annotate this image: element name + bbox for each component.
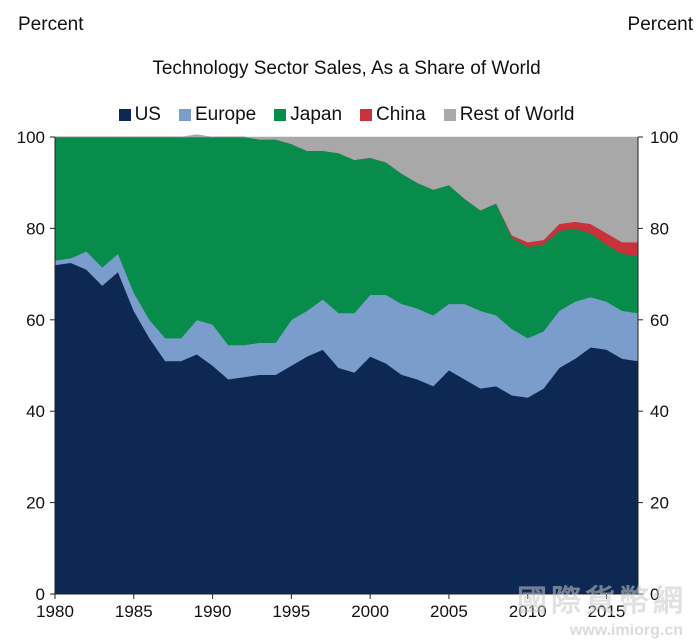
chart-title: Technology Sector Sales, As a Share of W… (152, 58, 541, 79)
y-tick-label-left: 60 (26, 311, 45, 330)
x-tick-label: 2010 (509, 602, 547, 621)
legend-swatch-rest-of-world (443, 109, 456, 121)
y-tick-label-right: 40 (650, 402, 669, 421)
legend-swatch-japan (274, 109, 287, 121)
x-tick-label: 1995 (272, 602, 310, 621)
y-tick-label-right: 80 (650, 219, 669, 238)
x-tick-label: 2000 (351, 602, 389, 621)
y-tick-label-right: 20 (650, 494, 669, 513)
legend-swatch-europe (178, 109, 191, 121)
y-tick-label-right: 100 (650, 128, 678, 147)
x-tick-label: 1980 (36, 602, 74, 621)
legend-label-japan: Japan (290, 104, 343, 125)
y-axis-right-ticks: 0 20 40 60 80 100 (638, 128, 678, 604)
x-tick-label: 2015 (588, 602, 626, 621)
left-axis-unit-label: Percent (18, 14, 84, 35)
right-axis-unit-label: Percent (627, 14, 693, 35)
x-axis-ticks: 1980 1985 1990 1995 2000 2005 2010 2015 (36, 594, 625, 621)
axes (54, 137, 639, 595)
y-tick-label-right: 60 (650, 311, 669, 330)
watermark-url: www.imiorg.cn (569, 622, 683, 639)
legend-label-rest-of-world: Rest of World (459, 104, 575, 125)
x-tick-label: 1985 (115, 602, 153, 621)
legend-item-japan: Japan (274, 104, 342, 126)
legend-swatch-us (118, 109, 131, 121)
y-tick-label-left: 100 (17, 128, 45, 147)
x-tick-label: 1990 (194, 602, 232, 621)
y-tick-label-left: 0 (36, 585, 45, 604)
y-axis-left-ticks: 0 20 40 60 80 100 (17, 128, 55, 604)
legend-item-us: US (118, 104, 161, 126)
legend-item-rest-of-world: Rest of World (443, 104, 575, 126)
legend-item-china: China (360, 104, 426, 126)
legend-label-europe: Europe (194, 104, 257, 125)
y-tick-label-left: 20 (26, 494, 45, 513)
legend-label-china: China (376, 104, 426, 125)
y-tick-label-left: 40 (26, 402, 45, 421)
legend-item-europe: Europe (178, 104, 257, 126)
chart-legend: US Europe Japan China Rest of World (55, 104, 638, 126)
watermark-logo: 國際貨幣網 (517, 585, 687, 618)
y-tick-label-left: 80 (26, 219, 45, 238)
legend-swatch-china (360, 109, 373, 121)
legend-label-us: US (134, 104, 161, 125)
stacked-areas (54, 134, 639, 595)
x-tick-label: 2005 (430, 602, 468, 621)
y-tick-label-right: 0 (650, 585, 659, 604)
